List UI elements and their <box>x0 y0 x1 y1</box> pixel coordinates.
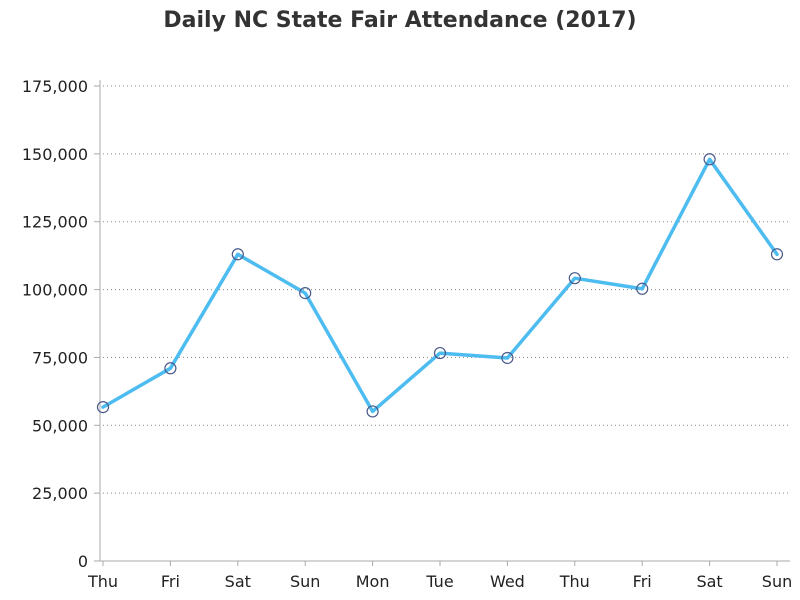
data-point <box>770 248 784 261</box>
y-tick-label: 150,000 <box>22 145 88 164</box>
x-tick-label: Sat <box>225 572 251 591</box>
data-point <box>501 351 514 365</box>
y-tick-label: 75,000 <box>32 348 88 367</box>
data-point <box>636 282 649 295</box>
data-point <box>703 153 716 166</box>
x-tick-label: Fri <box>633 572 652 591</box>
axes <box>94 80 790 566</box>
series-layer <box>101 157 779 414</box>
x-tick-label: Fri <box>161 572 180 591</box>
chart-title: Daily NC State Fair Attendance (2017) <box>163 8 637 33</box>
data-point <box>299 287 312 300</box>
data-point <box>164 362 177 375</box>
y-tick-label: 175,000 <box>22 77 88 96</box>
x-tick-label: Mon <box>356 572 390 591</box>
x-tick-label: Wed <box>490 572 525 591</box>
marker-layer <box>96 153 784 418</box>
x-tick-label: Sun <box>762 572 792 591</box>
x-tick-label: Tue <box>425 572 453 591</box>
data-point <box>231 248 244 261</box>
x-tick-label: Sun <box>290 572 320 591</box>
y-tick-label: 0 <box>78 552 88 571</box>
data-point <box>96 401 110 414</box>
x-tick-label: Sat <box>696 572 722 591</box>
x-tick-label: Thu <box>87 572 118 591</box>
data-point <box>366 405 379 418</box>
series-line <box>101 157 779 414</box>
y-tick-label: 25,000 <box>32 484 88 503</box>
y-tick-label: 125,000 <box>22 213 88 232</box>
x-tick-label: Thu <box>559 572 590 591</box>
y-axis-tick-labels: 0 25,000 50,000 75,000 100,000 125,000 150,000… <box>22 77 88 571</box>
data-point <box>433 346 447 360</box>
x-axis-tick-labels: Thu Fri Sat Sun Mon Tue Wed Thu Fri Sat Sun <box>87 572 792 591</box>
data-point <box>568 272 581 285</box>
y-tick-label: 50,000 <box>32 416 88 435</box>
y-tick-label: 100,000 <box>22 281 88 300</box>
grid-lines <box>103 85 790 494</box>
